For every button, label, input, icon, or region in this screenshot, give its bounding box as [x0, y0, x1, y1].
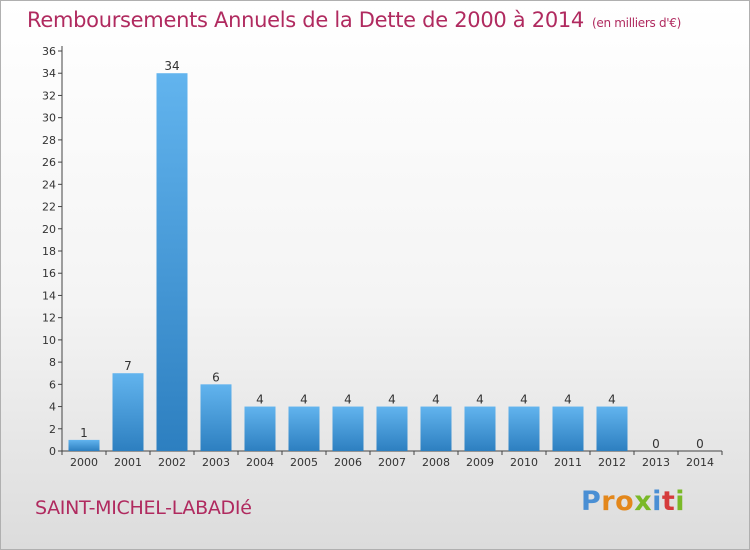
- bar: [244, 406, 276, 451]
- bar: [68, 439, 100, 451]
- x-tick-label: 2012: [598, 456, 626, 469]
- x-tick-label: 2009: [466, 456, 494, 469]
- y-tick-label: 12: [42, 312, 56, 325]
- logo-letter: r: [601, 486, 616, 517]
- bar-value-label: 0: [696, 437, 704, 451]
- logo-letter: x: [634, 486, 653, 517]
- bar: [596, 406, 628, 451]
- chart-title: Remboursements Annuels de la Dette de 20…: [27, 8, 681, 32]
- bar: [376, 406, 408, 451]
- y-tick-label: 28: [42, 134, 56, 147]
- x-tick-label: 2005: [290, 456, 318, 469]
- x-tick-label: 2006: [334, 456, 362, 469]
- bar-value-label: 4: [300, 393, 308, 407]
- y-tick-label: 36: [42, 45, 56, 58]
- y-tick-label: 2: [49, 423, 56, 436]
- y-tick-label: 0: [49, 445, 56, 458]
- x-tick-label: 2000: [70, 456, 98, 469]
- chart-title-text: Remboursements Annuels de la Dette de 20…: [27, 8, 584, 32]
- bar-value-label: 0: [652, 437, 660, 451]
- y-tick-label: 10: [42, 334, 56, 347]
- x-tick-label: 2010: [510, 456, 538, 469]
- bar-series: 1 7 34 6 4 4 4 4 4 4 4 4 4 0 0: [68, 59, 704, 451]
- logo-letter: t: [661, 486, 676, 517]
- logo-letter: o: [615, 486, 635, 517]
- bar-value-label: 4: [256, 393, 264, 407]
- x-tick-label: 2011: [554, 456, 582, 469]
- y-tick-label: 30: [42, 112, 56, 125]
- bar: [156, 73, 188, 451]
- bar-value-label: 34: [164, 59, 179, 73]
- bar: [200, 384, 232, 451]
- bar-value-label: 4: [520, 393, 528, 407]
- x-tick-label: 2001: [114, 456, 142, 469]
- x-tick-label: 2002: [158, 456, 186, 469]
- y-tick-label: 32: [42, 89, 56, 102]
- bar-value-label: 4: [388, 393, 396, 407]
- proxiti-logo: Proxiti: [581, 486, 685, 517]
- bar: [112, 373, 144, 451]
- x-tick-label: 2007: [378, 456, 406, 469]
- x-tick-label: 2003: [202, 456, 230, 469]
- bar-value-label: 4: [344, 393, 352, 407]
- x-tick-label: 2008: [422, 456, 450, 469]
- y-tick-label: 6: [49, 378, 56, 391]
- bar-value-label: 4: [476, 393, 484, 407]
- bar-value-label: 6: [212, 370, 220, 384]
- x-tick-label: 2014: [686, 456, 714, 469]
- bar: [420, 406, 452, 451]
- bar-value-label: 4: [432, 393, 440, 407]
- y-tick-label: 4: [49, 401, 56, 414]
- x-axis: 2000 2001 2002 2003 2004 2005 2006 2007 2008 2009…: [61, 450, 723, 469]
- x-tick-label: 2013: [642, 456, 670, 469]
- bar-value-label: 4: [608, 393, 616, 407]
- y-tick-label: 22: [42, 201, 56, 214]
- logo-letter: i: [652, 486, 662, 517]
- logo-letter: i: [675, 486, 686, 517]
- bar: [552, 406, 584, 451]
- bar-value-label: 1: [80, 426, 88, 440]
- y-tick-label: 8: [49, 356, 56, 369]
- y-tick-label: 26: [42, 156, 56, 169]
- logo-letter: P: [581, 486, 602, 517]
- bar: [288, 406, 320, 451]
- bar: [508, 406, 540, 451]
- bar: [332, 406, 364, 451]
- commune-name: SAINT-MICHEL-LABADIé: [35, 497, 252, 519]
- x-tick-label: 2004: [246, 456, 274, 469]
- y-tick-label: 16: [42, 267, 56, 280]
- y-tick-label: 14: [42, 289, 56, 302]
- y-tick-label: 24: [42, 178, 56, 191]
- bar-value-label: 4: [564, 393, 572, 407]
- y-tick-label: 18: [42, 245, 56, 258]
- bar: [464, 406, 496, 451]
- y-tick-label: 34: [42, 67, 56, 80]
- chart-unit: (en milliers d'€): [592, 16, 682, 30]
- y-tick-label: 20: [42, 223, 56, 236]
- bar-value-label: 7: [124, 359, 132, 373]
